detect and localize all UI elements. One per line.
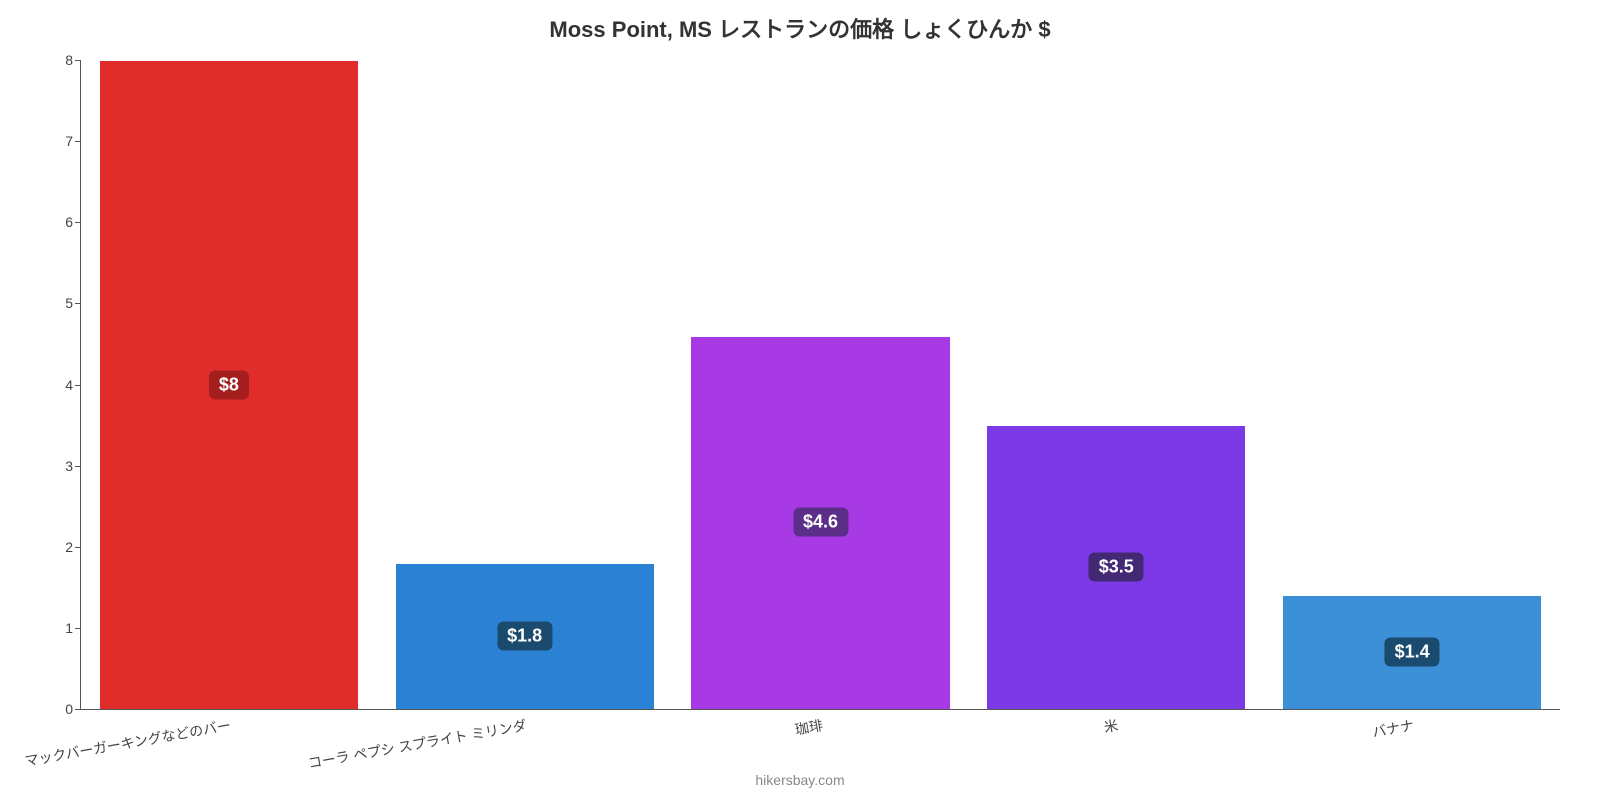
y-tick: 0 [43,701,73,717]
plot-area: 012345678$8マックバーガーキングなどのバー$1.8コーラ ペプシ スプ… [80,60,1560,710]
y-tick: 8 [43,52,73,68]
y-tick: 3 [43,458,73,474]
y-tick: 2 [43,539,73,555]
chart-credit: hikersbay.com [0,772,1600,788]
x-category-label: 米 [1103,715,1120,737]
y-tick: 5 [43,295,73,311]
y-tick: 4 [43,377,73,393]
bar-value-label: $8 [209,370,249,399]
bar-value-label: $3.5 [1089,553,1144,582]
x-category-label: コーラ ペプシ スプライト ミリンダ [306,715,528,773]
chart-title: Moss Point, MS レストランの価格 しょくひんか $ [0,12,1600,44]
y-tick: 1 [43,620,73,636]
bar-value-label: $1.8 [497,621,552,650]
y-tick: 7 [43,133,73,149]
x-category-label: 珈琲 [793,715,824,740]
x-category-label: マックバーガーキングなどのバー [23,715,232,771]
y-tick: 6 [43,214,73,230]
x-category-label: バナナ [1371,715,1416,742]
bar-value-label: $4.6 [793,508,848,537]
bar-chart: Moss Point, MS レストランの価格 しょくひんか $ 0123456… [0,0,1600,800]
bar-value-label: $1.4 [1385,638,1440,667]
